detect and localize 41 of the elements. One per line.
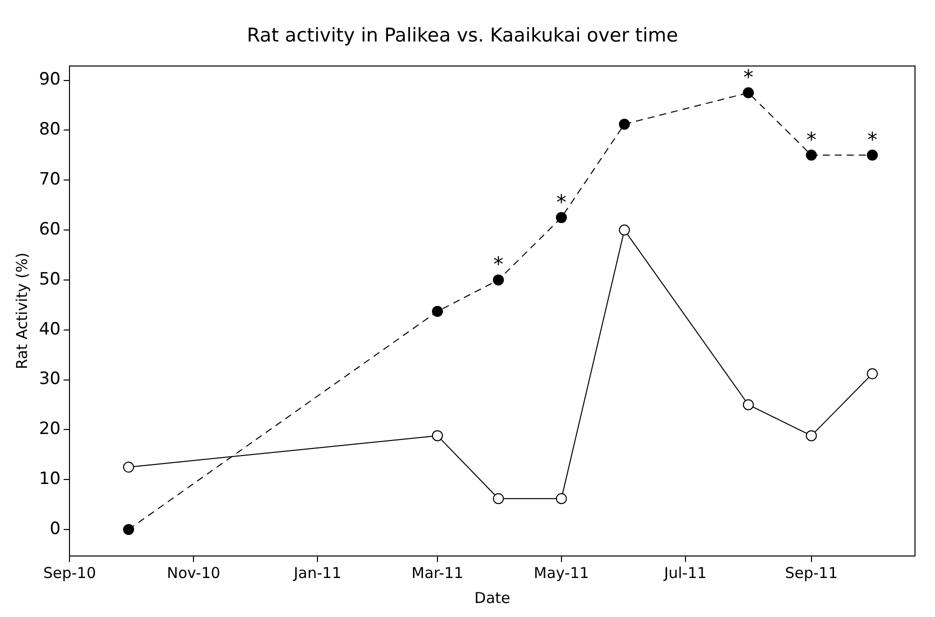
x-tick-label: Jan-11 xyxy=(292,564,342,582)
y-tick-label: 30 xyxy=(38,369,61,390)
point xyxy=(492,274,504,286)
annotation: * xyxy=(806,127,816,152)
y-axis-title: Rat Activity (%) xyxy=(12,252,31,370)
x-tick-label: Nov-10 xyxy=(166,564,220,582)
annotation: * xyxy=(743,64,754,89)
point xyxy=(618,224,630,236)
point xyxy=(123,524,134,536)
y-tick-label: 50 xyxy=(38,269,61,290)
point xyxy=(432,306,443,317)
y-tick-label: 0 xyxy=(50,518,61,539)
point xyxy=(742,87,754,98)
point xyxy=(432,430,443,442)
chart-title: Rat activity in Palikea vs. Kaaikukai over time xyxy=(246,24,678,46)
point xyxy=(492,493,504,504)
x-axis-title: Date xyxy=(474,588,510,607)
y-tick-label: 80 xyxy=(38,120,61,140)
point xyxy=(123,462,134,473)
x-tick-label: May-11 xyxy=(534,564,590,582)
y-tick-label: 70 xyxy=(38,170,61,190)
x-tick-label: Sep-10 xyxy=(43,564,96,582)
annotation: * xyxy=(867,127,878,152)
y-tick-label: 20 xyxy=(38,419,61,440)
point xyxy=(556,493,567,504)
x-tick-label: Jul-11 xyxy=(663,564,707,582)
y-tick-label: 10 xyxy=(38,469,61,490)
y-tick-label: 90 xyxy=(38,70,61,90)
x-tick-label: Mar-11 xyxy=(412,564,464,582)
point xyxy=(866,368,878,380)
x-tick-label: Sep-11 xyxy=(784,564,838,582)
y-tick-label: 60 xyxy=(38,219,61,240)
point xyxy=(742,399,754,410)
point xyxy=(866,150,878,161)
y-tick-label: 40 xyxy=(38,319,61,340)
point xyxy=(556,212,567,224)
point xyxy=(618,118,630,130)
point xyxy=(806,150,817,161)
point xyxy=(806,430,817,442)
annotation: * xyxy=(556,190,566,214)
annotation: * xyxy=(493,252,504,276)
